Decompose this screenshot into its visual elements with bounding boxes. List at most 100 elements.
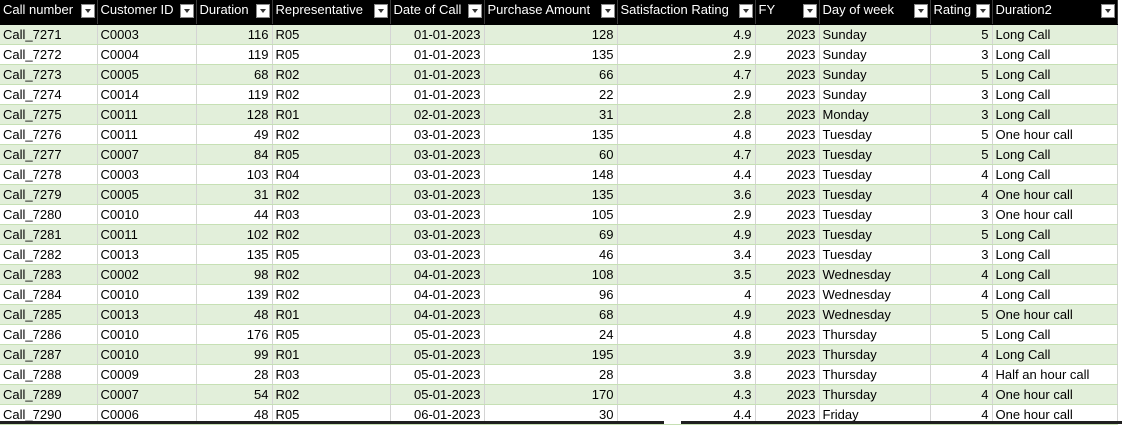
cell-customer-id[interactable]: C0014 [97,84,197,105]
cell-purchase-amount[interactable]: 135 [484,44,618,65]
cell-duration[interactable]: 44 [196,204,273,225]
filter-dropdown-button[interactable] [802,4,817,18]
cell-customer-id[interactable]: C0011 [97,104,197,125]
cell-customer-id[interactable]: C0010 [97,284,197,305]
cell-fy[interactable]: 2023 [755,104,820,125]
filter-dropdown-button[interactable] [179,4,194,18]
cell-duration[interactable]: 119 [196,84,273,105]
cell-fy[interactable]: 2023 [755,284,820,305]
filter-dropdown-button[interactable] [975,4,990,18]
cell-purchase-amount[interactable]: 31 [484,104,618,125]
cell-satisfaction-rating[interactable]: 2.9 [617,84,756,105]
cell-representative[interactable]: R05 [272,144,391,165]
cell-representative[interactable]: R04 [272,164,391,185]
cell-representative[interactable]: R02 [272,284,391,305]
cell-customer-id[interactable]: C0003 [97,24,197,45]
cell-day-of-week[interactable]: Tuesday [819,124,931,145]
cell-call-number[interactable]: Call_7282 [0,244,98,265]
cell-satisfaction-rating[interactable]: 4.9 [617,304,756,325]
filter-dropdown-button[interactable] [913,4,928,18]
cell-duration2[interactable]: One hour call [992,184,1118,205]
filter-dropdown-button[interactable] [80,4,95,18]
cell-day-of-week[interactable]: Wednesday [819,304,931,325]
cell-duration2[interactable]: Long Call [992,224,1118,245]
cell-call-number[interactable]: Call_7276 [0,124,98,145]
cell-representative[interactable]: R05 [272,24,391,45]
cell-representative[interactable]: R03 [272,364,391,385]
cell-rating[interactable]: 4 [930,364,993,385]
cell-purchase-amount[interactable]: 105 [484,204,618,225]
cell-fy[interactable]: 2023 [755,44,820,65]
cell-fy[interactable]: 2023 [755,264,820,285]
cell-duration[interactable]: 119 [196,44,273,65]
cell-fy[interactable]: 2023 [755,24,820,45]
cell-date-of-call[interactable]: 03-01-2023 [390,144,485,165]
cell-satisfaction-rating[interactable]: 2.9 [617,44,756,65]
cell-purchase-amount[interactable]: 22 [484,84,618,105]
cell-fy[interactable]: 2023 [755,184,820,205]
cell-duration2[interactable]: One hour call [992,304,1118,325]
cell-duration[interactable]: 49 [196,124,273,145]
cell-fy[interactable]: 2023 [755,64,820,85]
cell-day-of-week[interactable]: Thursday [819,324,931,345]
cell-customer-id[interactable]: C0013 [97,244,197,265]
cell-duration2[interactable]: Long Call [992,44,1118,65]
cell-representative[interactable]: R03 [272,204,391,225]
cell-duration[interactable]: 28 [196,364,273,385]
cell-customer-id[interactable]: C0010 [97,344,197,365]
cell-duration2[interactable]: Long Call [992,144,1118,165]
cell-representative[interactable]: R05 [272,44,391,65]
column-header-rating[interactable]: Rating_ [930,0,993,25]
cell-customer-id[interactable]: C0011 [97,224,197,245]
cell-purchase-amount[interactable]: 148 [484,164,618,185]
cell-purchase-amount[interactable]: 60 [484,144,618,165]
cell-date-of-call[interactable]: 05-01-2023 [390,344,485,365]
cell-call-number[interactable]: Call_7274 [0,84,98,105]
column-header-representative[interactable]: Representative [272,0,391,25]
cell-fy[interactable]: 2023 [755,164,820,185]
cell-duration2[interactable]: Long Call [992,84,1118,105]
cell-call-number[interactable]: Call_7275 [0,104,98,125]
cell-customer-id[interactable]: C0011 [97,124,197,145]
cell-rating[interactable]: 5 [930,124,993,145]
cell-satisfaction-rating[interactable]: 4.7 [617,144,756,165]
cell-call-number[interactable]: Call_7272 [0,44,98,65]
cell-duration2[interactable]: Long Call [992,164,1118,185]
cell-day-of-week[interactable]: Friday [819,404,931,425]
cell-satisfaction-rating[interactable]: 3.9 [617,344,756,365]
cell-duration[interactable]: 68 [196,64,273,85]
cell-customer-id[interactable]: C0013 [97,304,197,325]
cell-fy[interactable]: 2023 [755,324,820,345]
cell-duration[interactable]: 84 [196,144,273,165]
cell-duration2[interactable]: One hour call [992,404,1118,425]
cell-customer-id[interactable]: C0007 [97,144,197,165]
cell-customer-id[interactable]: C0010 [97,204,197,225]
cell-satisfaction-rating[interactable]: 4.9 [617,224,756,245]
cell-representative[interactable]: R02 [272,184,391,205]
cell-date-of-call[interactable]: 03-01-2023 [390,124,485,145]
cell-fy[interactable]: 2023 [755,404,820,425]
cell-rating[interactable]: 4 [930,384,993,405]
cell-representative[interactable]: R02 [272,64,391,85]
filter-dropdown-button[interactable] [373,4,388,18]
cell-day-of-week[interactable]: Thursday [819,344,931,365]
cell-date-of-call[interactable]: 04-01-2023 [390,284,485,305]
cell-rating[interactable]: 5 [930,144,993,165]
cell-date-of-call[interactable]: 04-01-2023 [390,304,485,325]
cell-day-of-week[interactable]: Tuesday [819,244,931,265]
column-header-fy[interactable]: FY [755,0,820,25]
cell-call-number[interactable]: Call_7271 [0,24,98,45]
cell-representative[interactable]: R05 [272,404,391,425]
cell-duration[interactable]: 135 [196,244,273,265]
cell-rating[interactable]: 4 [930,164,993,185]
cell-satisfaction-rating[interactable]: 4.3 [617,384,756,405]
cell-customer-id[interactable]: C0005 [97,64,197,85]
cell-duration[interactable]: 54 [196,384,273,405]
cell-customer-id[interactable]: C0006 [97,404,197,425]
cell-date-of-call[interactable]: 03-01-2023 [390,224,485,245]
cell-day-of-week[interactable]: Thursday [819,384,931,405]
cell-fy[interactable]: 2023 [755,124,820,145]
cell-satisfaction-rating[interactable]: 3.5 [617,264,756,285]
cell-day-of-week[interactable]: Tuesday [819,164,931,185]
cell-customer-id[interactable]: C0007 [97,384,197,405]
